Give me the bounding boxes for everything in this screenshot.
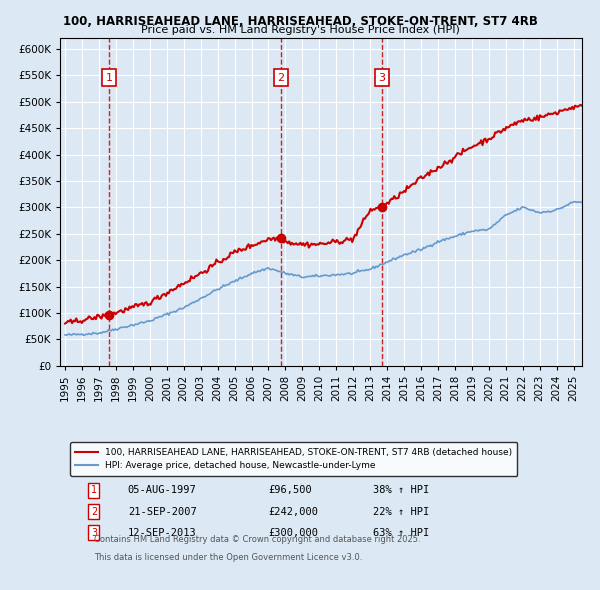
- Text: 3: 3: [91, 528, 97, 538]
- Text: £300,000: £300,000: [269, 528, 319, 538]
- Text: Contains HM Land Registry data © Crown copyright and database right 2025.: Contains HM Land Registry data © Crown c…: [94, 535, 421, 544]
- Legend: 100, HARRISEAHEAD LANE, HARRISEAHEAD, STOKE-ON-TRENT, ST7 4RB (detached house), : 100, HARRISEAHEAD LANE, HARRISEAHEAD, ST…: [70, 442, 517, 476]
- Text: 38% ↑ HPI: 38% ↑ HPI: [373, 485, 430, 495]
- Text: This data is licensed under the Open Government Licence v3.0.: This data is licensed under the Open Gov…: [94, 553, 362, 562]
- Text: 63% ↑ HPI: 63% ↑ HPI: [373, 528, 430, 538]
- Text: 22% ↑ HPI: 22% ↑ HPI: [373, 507, 430, 516]
- Text: 21-SEP-2007: 21-SEP-2007: [128, 507, 197, 516]
- Text: 1: 1: [91, 485, 97, 495]
- Text: 100, HARRISEAHEAD LANE, HARRISEAHEAD, STOKE-ON-TRENT, ST7 4RB: 100, HARRISEAHEAD LANE, HARRISEAHEAD, ST…: [62, 15, 538, 28]
- Text: Price paid vs. HM Land Registry's House Price Index (HPI): Price paid vs. HM Land Registry's House …: [140, 25, 460, 35]
- Text: 05-AUG-1997: 05-AUG-1997: [128, 485, 197, 495]
- Text: 1: 1: [106, 73, 112, 83]
- Text: 3: 3: [379, 73, 386, 83]
- Text: 12-SEP-2013: 12-SEP-2013: [128, 528, 197, 538]
- Text: 2: 2: [277, 73, 284, 83]
- Text: £242,000: £242,000: [269, 507, 319, 516]
- Text: 2: 2: [91, 507, 97, 516]
- Text: £96,500: £96,500: [269, 485, 313, 495]
